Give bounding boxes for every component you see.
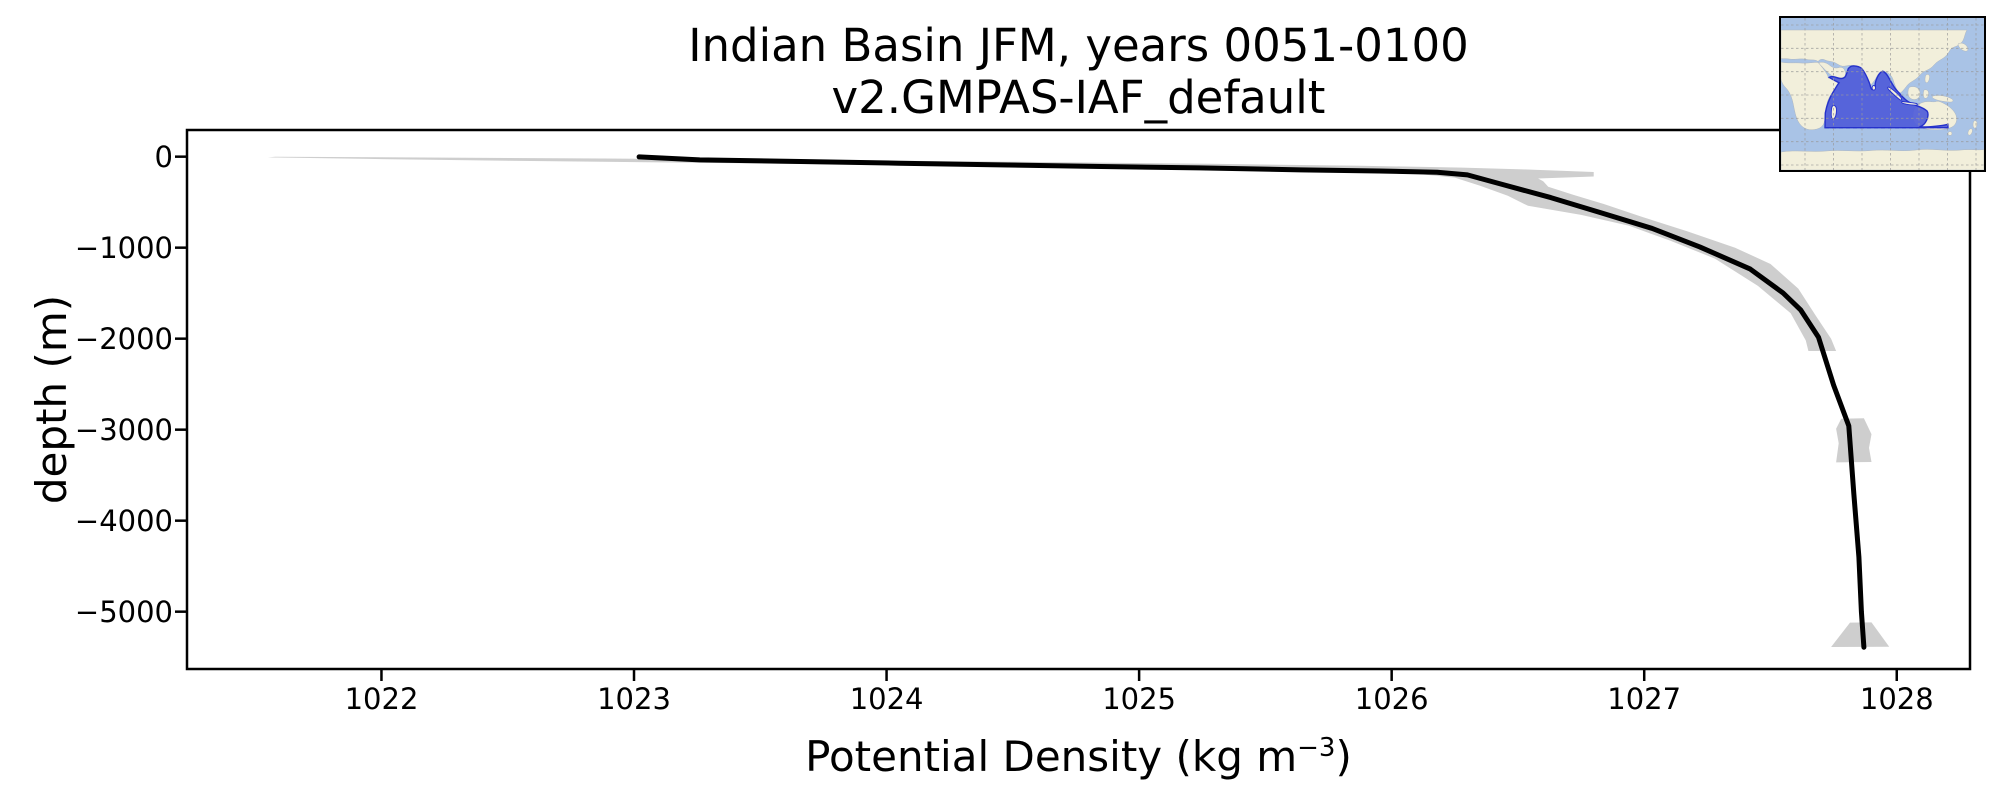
band-patch-1 [1836, 418, 1872, 463]
y-tick-label-minus-4000: −4000 [74, 503, 173, 538]
x-axis-label-text: Potential Density (kg m [805, 732, 1298, 781]
x-tick-label-1028: 1028 [1859, 682, 1934, 716]
band-patch-2 [1831, 622, 1890, 647]
x-axis-label-superscript: −3 [1297, 733, 1336, 763]
inset-map [1779, 16, 1986, 172]
x-tick-label-1022: 1022 [344, 682, 419, 716]
y-tick-label-minus-3000: −3000 [74, 412, 173, 447]
map-basin-indian [1824, 65, 1949, 129]
x-tick-label-1025: 1025 [1102, 682, 1176, 716]
y-tick-label-minus-1000: −1000 [74, 230, 173, 265]
x-tick-label-1023: 1023 [597, 682, 671, 716]
map-land-arabia [1818, 61, 1846, 79]
x-tick-label-1026: 1026 [1354, 682, 1429, 716]
uncertainty-band [267, 156, 1890, 647]
plot-title-line2: v2.GMPAS-IAF_default [831, 71, 1326, 124]
x-axis-label-suffix: ) [1335, 732, 1352, 781]
inset-map-svg [1780, 18, 1985, 171]
y-tick-label-minus-2000: −2000 [74, 321, 173, 356]
map-land-tasmania [1947, 131, 1953, 136]
plot-title: Indian Basin JFM, years 0051-0100 v2.GMP… [187, 20, 1970, 124]
map-island-java [1901, 101, 1918, 106]
plot-spines [185, 128, 1972, 671]
map-land-philippines [1924, 74, 1930, 83]
map-gridlines [1781, 18, 1984, 170]
band-main-region [267, 156, 1837, 351]
y-axis-label: depth (m) [27, 294, 76, 505]
x-tick-label-1024: 1024 [849, 682, 924, 716]
profile-line [636, 154, 1867, 650]
axes-frame [175, 128, 1972, 681]
map-land-eurasia [1780, 29, 1968, 94]
y-tick-label-0: 0 [154, 139, 173, 174]
map-land-new-zealand [1967, 120, 1978, 136]
map-island-sri-lanka [1871, 85, 1876, 91]
profile-line-path [636, 154, 1867, 650]
plot-title-line1: Indian Basin JFM, years 0051-0100 [688, 19, 1469, 72]
map-land-antarctica [1780, 149, 1985, 171]
x-axis-label: Potential Density (kg m−3) [187, 723, 1970, 782]
map-island-sumatra [1887, 86, 1903, 101]
map-land-borneo [1907, 86, 1921, 100]
map-island-madagascar [1830, 105, 1837, 120]
y-tick-label-minus-5000: −5000 [74, 594, 173, 629]
map-land-sulawesi [1923, 89, 1929, 99]
x-tick-label-1027: 1027 [1607, 682, 1682, 716]
map-land-japan [1957, 42, 1969, 52]
